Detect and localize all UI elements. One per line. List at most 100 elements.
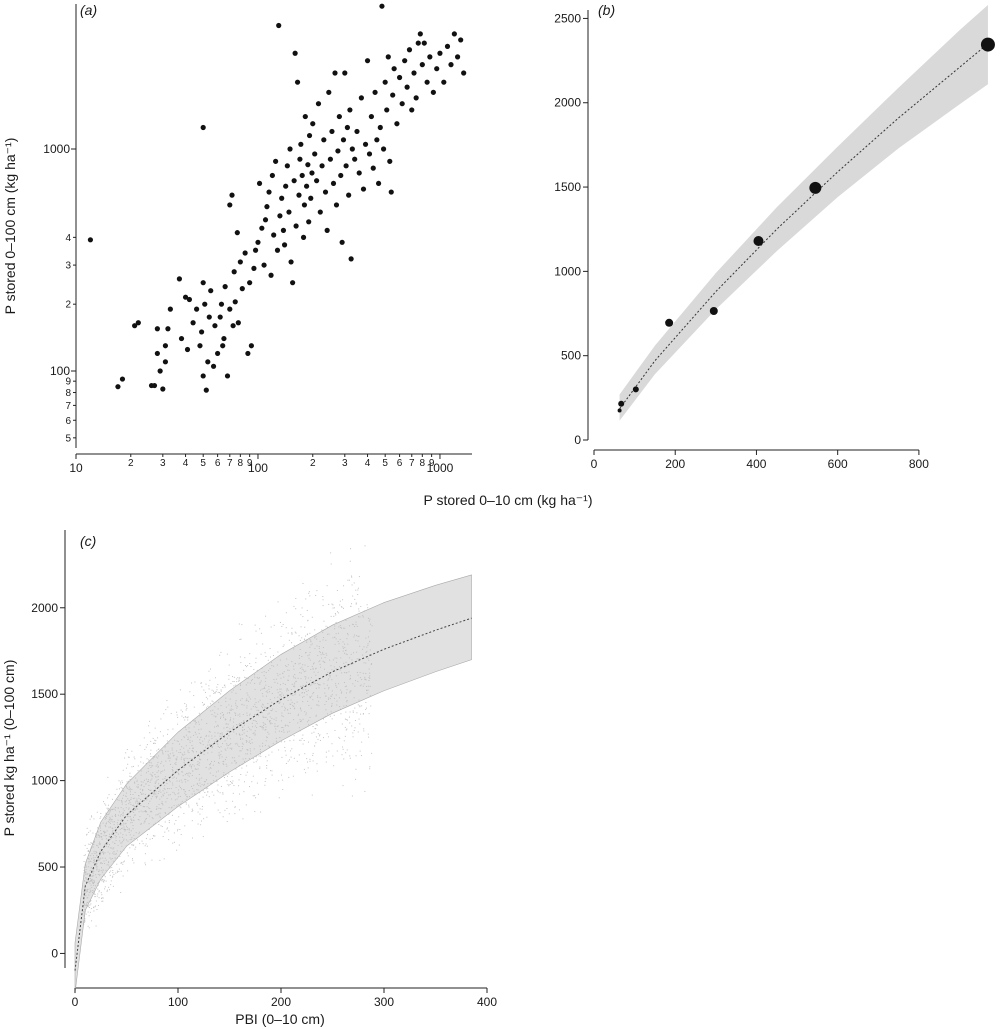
panel-c-point	[303, 685, 305, 687]
panel-c-point	[144, 811, 146, 813]
panel-c-point	[167, 757, 169, 759]
panel-c-point	[369, 630, 371, 632]
panel-c-point	[302, 685, 304, 687]
panel-c-point	[308, 704, 310, 706]
panel-c-point	[275, 719, 277, 721]
panel-c-point	[219, 654, 221, 656]
panel-a-point	[178, 335, 185, 342]
panel-c-point	[331, 690, 333, 692]
panel-c-point	[122, 824, 124, 826]
panel-c-point	[110, 809, 112, 811]
panel-c-point	[298, 713, 300, 715]
panel-c-point	[147, 813, 149, 815]
panel-c-point	[110, 858, 112, 860]
panel-c-point	[93, 859, 95, 861]
panel-c-point	[343, 607, 345, 609]
panel-c-point	[217, 724, 219, 726]
panel-c-point	[99, 817, 101, 819]
panel-a-point	[349, 146, 355, 152]
panel-c-point	[306, 609, 308, 611]
panel-c-point	[225, 774, 227, 776]
panel-c-point	[339, 604, 341, 606]
panel-c-point	[184, 736, 186, 738]
panel-c-point	[223, 716, 225, 718]
panel-c-point	[307, 655, 309, 657]
panel-c-point	[229, 698, 231, 700]
panel-c-point	[254, 674, 256, 676]
panel-c-point	[359, 685, 361, 687]
panel-c-point	[208, 768, 210, 770]
panel-c-point	[261, 688, 263, 690]
panel-c-point	[325, 639, 327, 641]
panel-c-point	[208, 730, 210, 732]
panel-c-point	[245, 666, 247, 668]
panel-c-point	[157, 766, 159, 768]
panel-c-point	[101, 879, 103, 881]
panel-c-point	[307, 619, 309, 621]
panel-c-point	[156, 796, 158, 798]
panel-c-point	[302, 689, 304, 691]
panel-c-point	[131, 789, 133, 791]
panel-c-point	[107, 821, 109, 823]
panel-c-point	[143, 785, 145, 787]
panel-c-point	[92, 882, 94, 884]
panel-c-point	[123, 828, 125, 830]
panel-c-point	[293, 719, 295, 721]
panel-c-point	[112, 841, 114, 843]
panel-c-point	[282, 623, 284, 625]
panel-c-point	[315, 724, 317, 726]
panel-c-point	[182, 754, 184, 756]
panel-a-point	[338, 172, 344, 179]
panel-a-point	[377, 124, 383, 131]
panel-c-point	[258, 701, 260, 703]
panel-c-point	[265, 656, 267, 658]
panel-c-point	[295, 608, 297, 610]
panel-c-point	[208, 670, 210, 672]
panel-c-point	[356, 635, 358, 637]
panel-c-point	[319, 684, 321, 686]
panel-c-point	[194, 768, 196, 770]
panel-c-point	[106, 807, 108, 809]
panel-c-point	[89, 818, 91, 820]
panel-c-point	[262, 727, 264, 729]
panel-a-point	[154, 350, 160, 357]
panel-c-point	[297, 677, 299, 679]
panel-a-point	[461, 70, 467, 76]
panel-c-point	[266, 737, 268, 739]
panel-c-point	[130, 798, 132, 800]
panel-c-point	[309, 716, 311, 718]
panel-c-point	[264, 729, 266, 731]
panel-c-point	[97, 845, 99, 847]
panel-c-point	[252, 705, 254, 707]
panel-c-point	[152, 765, 154, 767]
panel-c-point	[277, 682, 279, 684]
panel-c-point	[325, 652, 327, 654]
panel-c-point	[278, 780, 280, 782]
panel-c-point	[225, 763, 227, 765]
panel-c-point	[129, 786, 131, 788]
panel-c-point	[228, 813, 230, 815]
panel-c-point	[189, 740, 191, 742]
panel-c-point	[331, 694, 333, 696]
panel-a-point	[448, 62, 454, 68]
panel-c-point	[340, 692, 342, 694]
panel-c-point	[217, 743, 219, 745]
panel-c-point	[273, 718, 275, 720]
panel-c-point	[124, 860, 126, 862]
panel-c-point	[213, 780, 215, 782]
panel-c-point	[87, 866, 89, 868]
panel-c-point	[329, 698, 331, 700]
panel-c-point	[346, 749, 348, 751]
panel-c-point	[134, 758, 136, 760]
panel-c-point	[343, 740, 345, 742]
panel-c-point	[325, 709, 327, 711]
panel-c-point	[282, 727, 284, 729]
panel-c-point	[217, 708, 219, 710]
panel-c-point	[333, 669, 335, 671]
panel-c-point	[300, 678, 302, 680]
panel-c-point	[90, 860, 92, 862]
panel-c-point	[313, 683, 315, 685]
panel-c-point	[109, 836, 111, 838]
panel-c-point	[222, 743, 224, 745]
panel-c-point	[278, 702, 280, 704]
